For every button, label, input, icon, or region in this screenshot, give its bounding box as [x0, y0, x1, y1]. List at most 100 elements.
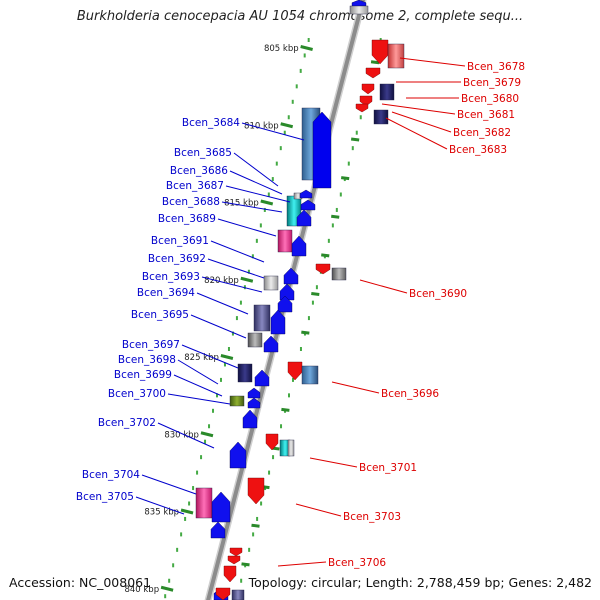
scale-tick-label: 820 kbp	[204, 276, 239, 286]
scale-tick-label: 835 kbp	[144, 508, 179, 518]
gene-arrow	[254, 369, 270, 387]
strand-dot-left	[259, 223, 262, 228]
gene-label-bcen_3697: Bcen_3697	[122, 339, 180, 351]
gene-leader-line	[190, 314, 247, 339]
map-title: Burkholderia cenocepacia AU 1054 chromos…	[76, 9, 524, 24]
gene-leader-line	[391, 111, 452, 133]
gene-leader-line	[201, 276, 263, 293]
gene-label-bcen_3705: Bcen_3705	[76, 491, 134, 503]
strand-dot-right	[331, 223, 334, 228]
gene-block	[237, 363, 253, 383]
minor-tick	[340, 176, 350, 181]
strand-dot-right	[280, 424, 283, 429]
minor-tick	[281, 407, 290, 412]
gene-block	[247, 332, 263, 348]
minor-tick	[321, 253, 330, 258]
gene-label-bcen_3703: Bcen_3703	[343, 511, 401, 523]
strand-dot-left	[231, 331, 234, 336]
strand-dot-right	[327, 238, 330, 243]
gene-label-bcen_3685: Bcen_3685	[174, 147, 232, 159]
strand-dot-left	[291, 99, 294, 104]
strand-dot-left	[208, 424, 211, 429]
gene-label-bcen_3684: Bcen_3684	[182, 117, 240, 129]
strand-dot-left	[200, 455, 203, 460]
scale-tick	[240, 276, 254, 283]
scale-tick	[200, 431, 214, 438]
minor-tick	[301, 330, 310, 335]
gene-label-bcen_3698: Bcen_3698	[118, 354, 176, 366]
gene-label-bcen_3682: Bcen_3682	[453, 127, 511, 139]
gene-arrow	[279, 283, 295, 301]
gene-block	[263, 275, 279, 291]
strand-dot-left	[295, 84, 298, 89]
gene-leader-line	[295, 503, 342, 517]
gene-label-bcen_3691: Bcen_3691	[151, 235, 209, 247]
strand-dot-right	[311, 300, 314, 305]
strand-dot-left	[283, 130, 286, 135]
gene-leader-line	[331, 381, 380, 394]
gene-label-bcen_3700: Bcen_3700	[108, 388, 166, 400]
gene-arrow	[223, 565, 237, 583]
gene-arrow	[300, 199, 316, 211]
minor-tick	[350, 137, 360, 142]
gene-label-bcen_3702: Bcen_3702	[98, 417, 156, 429]
gene-label-bcen_3704: Bcen_3704	[82, 469, 140, 481]
gene-arrow	[361, 83, 375, 95]
gene-label-bcen_3689: Bcen_3689	[158, 213, 216, 225]
gene-leader-line	[167, 393, 231, 405]
strand-dot-left	[164, 594, 167, 599]
gene-arrow	[296, 209, 312, 227]
gene-leader-line	[399, 57, 466, 67]
gene-arrow	[242, 409, 258, 429]
gene-leader-line	[359, 279, 408, 294]
gene-arrow	[229, 547, 243, 557]
strand-dot-left	[299, 68, 302, 73]
gene-block	[331, 267, 347, 281]
minor-tick	[311, 291, 320, 296]
strand-dot-left	[188, 501, 191, 506]
gene-leader-line	[135, 496, 185, 515]
gene-leader-line	[233, 152, 279, 187]
gene-leader-line	[225, 185, 291, 203]
gene-arrow	[299, 189, 313, 199]
strand-dot-right	[268, 470, 271, 475]
gene-label-bcen_3683: Bcen_3683	[449, 144, 507, 156]
gene-arrow	[270, 309, 286, 335]
gene-leader-line	[381, 103, 456, 115]
strand-dot-left	[180, 532, 183, 537]
minor-tick	[251, 523, 260, 528]
strand-dot-left	[219, 377, 222, 382]
gene-arrow	[247, 477, 265, 505]
strand-dot-left	[263, 207, 266, 212]
gene-label-bcen_3681: Bcen_3681	[457, 109, 515, 121]
gene-label-bcen_3693: Bcen_3693	[142, 271, 200, 283]
gene-leader-line	[210, 240, 265, 263]
gene-label-bcen_3701: Bcen_3701	[359, 462, 417, 474]
strand-dot-right	[307, 316, 310, 321]
strand-dot-left	[243, 285, 246, 290]
strand-dot-right	[260, 501, 263, 506]
strand-dot-right	[287, 393, 290, 398]
gene-block	[387, 43, 405, 69]
gene-arrow	[359, 95, 373, 107]
strand-dot-left	[192, 486, 195, 491]
gene-label-bcen_3686: Bcen_3686	[170, 165, 228, 177]
gene-arrow	[227, 555, 241, 565]
gene-leader-line	[229, 170, 283, 195]
strand-dot-left	[204, 439, 207, 444]
strand-dot-left	[168, 578, 171, 583]
scale-tick-label: 830 kbp	[164, 430, 199, 440]
gene-label-bcen_3679: Bcen_3679	[463, 77, 521, 89]
gene-block	[349, 5, 369, 15]
strand-dot-right	[359, 115, 362, 120]
gene-label-bcen_3695: Bcen_3695	[131, 309, 189, 321]
strand-dot-left	[235, 316, 238, 321]
gene-leader-line	[141, 474, 197, 495]
gene-block	[253, 304, 271, 332]
strand-dot-right	[272, 455, 275, 460]
gene-arrow	[283, 267, 299, 285]
gene-arrow	[365, 67, 381, 79]
accession-text: Accession: NC_008061	[9, 575, 152, 590]
gene-leader-line	[385, 117, 448, 150]
strand-dot-left	[247, 269, 250, 274]
